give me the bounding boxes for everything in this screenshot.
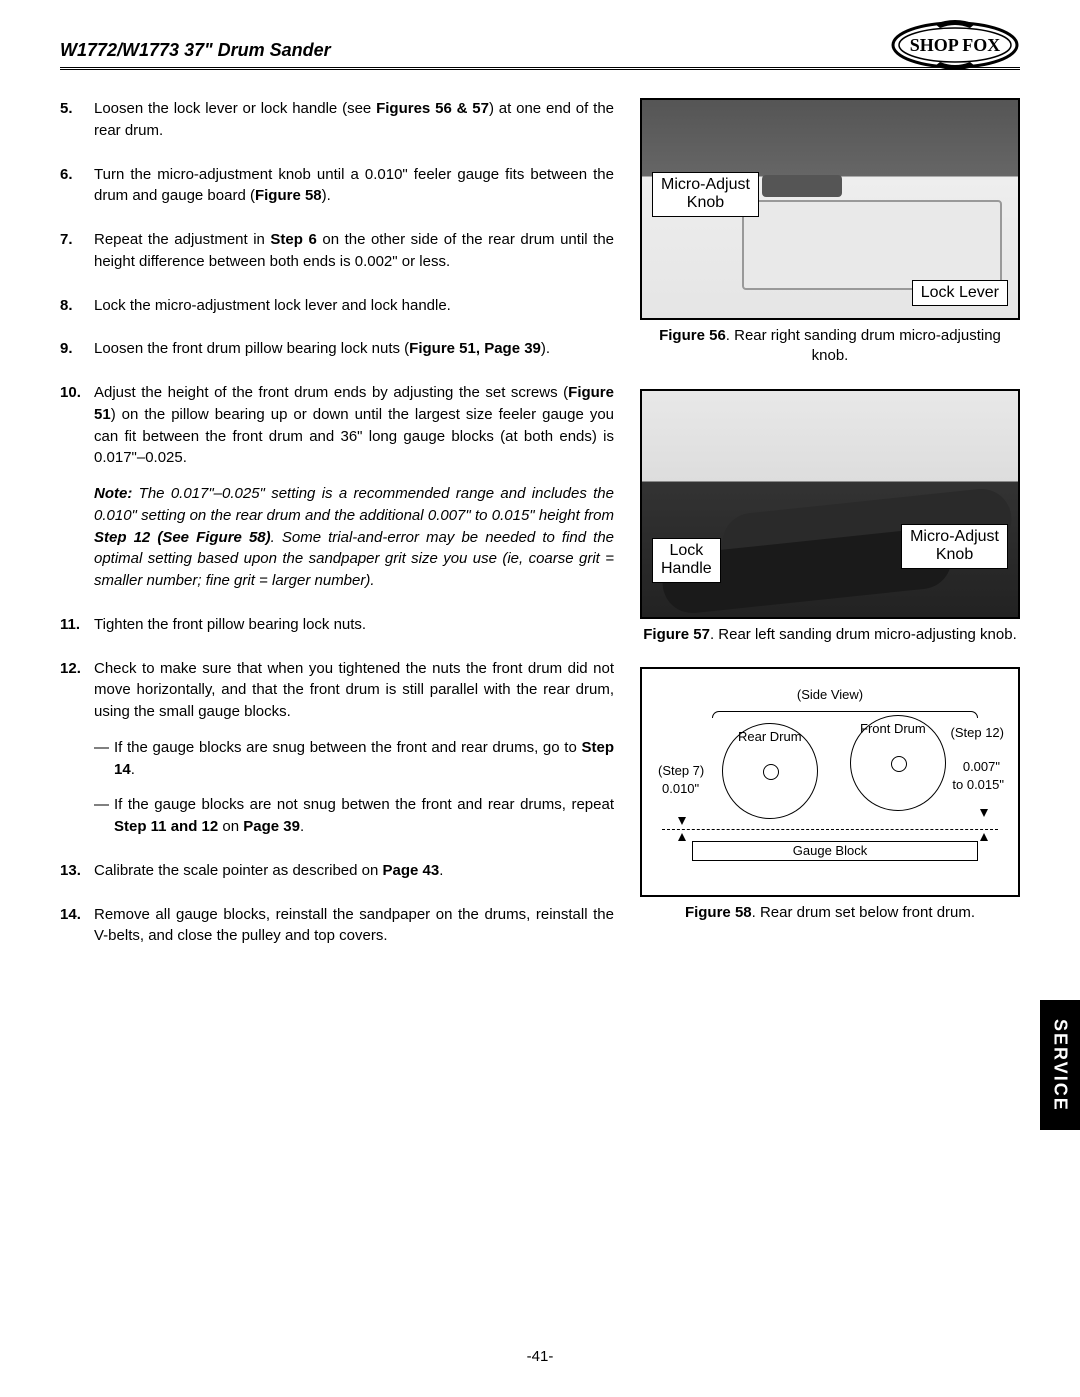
figure-58-rear-label: Rear Drum: [738, 729, 802, 744]
figure-58-010-label: 0.010": [662, 781, 699, 796]
logo-text: SHOP FOX: [910, 35, 1001, 55]
figure-58-front-label: Front Drum: [860, 721, 926, 736]
page-number: -41-: [0, 1348, 1080, 1365]
figure-57-image: LockHandle Micro-AdjustKnob: [640, 389, 1020, 619]
figure-58-step12-label: (Step 12): [951, 725, 1004, 740]
figure-58: (Side View) Rear Drum Front Drum (Step 7…: [640, 667, 1020, 923]
step-12: Check to make sure that when you tighten…: [60, 658, 614, 838]
step-6: Turn the micro-adjustment knob until a 0…: [60, 164, 614, 208]
page-header: W1772/W1773 37" Drum Sander: [60, 40, 1020, 70]
step-9: Loosen the front drum pillow bearing loc…: [60, 338, 614, 360]
shop-fox-logo: SHOP FOX: [890, 18, 1020, 72]
figure-56-caption: Figure 56. Rear right sanding drum micro…: [640, 326, 1020, 367]
content-area: Loosen the lock lever or lock handle (se…: [60, 98, 1020, 969]
figure-56-callout-lever: Lock Lever: [912, 280, 1008, 306]
figure-58-diagram: (Side View) Rear Drum Front Drum (Step 7…: [640, 667, 1020, 897]
figure-58-sideview-label: (Side View): [642, 687, 1018, 702]
figure-58-to015-label: to 0.015": [952, 777, 1004, 792]
step-7: Repeat the adjustment in Step 6 on the o…: [60, 229, 614, 273]
step-14: Remove all gauge blocks, reinstall the s…: [60, 904, 614, 948]
figure-56-image: Micro-AdjustKnob Lock Lever: [640, 98, 1020, 320]
figure-56-callout-knob: Micro-AdjustKnob: [652, 172, 759, 217]
figure-58-007-label: 0.007": [963, 759, 1000, 774]
figure-58-step7-label: (Step 7): [658, 763, 704, 778]
step-10-note: Note: The 0.017"–0.025" setting is a rec…: [94, 483, 614, 592]
instructions-column: Loosen the lock lever or lock handle (se…: [60, 98, 614, 969]
header-title: W1772/W1773 37" Drum Sander: [60, 40, 331, 61]
figure-58-gauge-label: Gauge Block: [642, 843, 1018, 858]
step-12-sub-1: If the gauge blocks are snug between the…: [94, 737, 614, 781]
service-tab: SERVICE: [1040, 1000, 1080, 1130]
figure-57-caption: Figure 57. Rear left sanding drum micro-…: [640, 625, 1020, 645]
step-10: Adjust the height of the front drum ends…: [60, 382, 614, 592]
figure-57: LockHandle Micro-AdjustKnob Figure 57. R…: [640, 389, 1020, 645]
step-12-sublist: If the gauge blocks are snug between the…: [94, 737, 614, 838]
figure-57-callout-knob: Micro-AdjustKnob: [901, 524, 1008, 569]
figure-57-callout-handle: LockHandle: [652, 538, 721, 583]
step-11: Tighten the front pillow bearing lock nu…: [60, 614, 614, 636]
figure-56: Micro-AdjustKnob Lock Lever Figure 56. R…: [640, 98, 1020, 367]
figure-58-caption: Figure 58. Rear drum set below front dru…: [640, 903, 1020, 923]
step-list: Loosen the lock lever or lock handle (se…: [60, 98, 614, 947]
step-13: Calibrate the scale pointer as described…: [60, 860, 614, 882]
figures-column: Micro-AdjustKnob Lock Lever Figure 56. R…: [640, 98, 1020, 969]
step-8: Lock the micro-adjustment lock lever and…: [60, 295, 614, 317]
step-12-sub-2: If the gauge blocks are not snug betwen …: [94, 794, 614, 838]
step-5: Loosen the lock lever or lock handle (se…: [60, 98, 614, 142]
